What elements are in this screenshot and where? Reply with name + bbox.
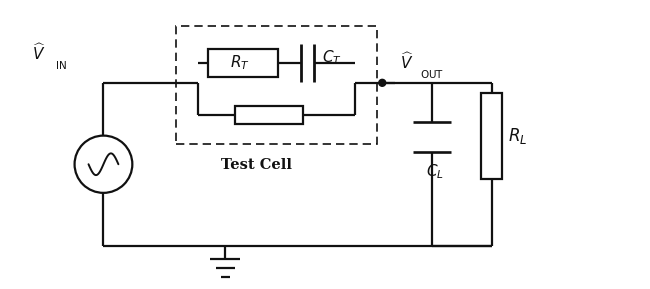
Text: $\widehat{V}$: $\widehat{V}$ bbox=[400, 51, 413, 72]
Circle shape bbox=[379, 79, 385, 86]
Text: $\mathrm{OUT}$: $\mathrm{OUT}$ bbox=[420, 68, 444, 80]
Text: $C_L$: $C_L$ bbox=[426, 163, 443, 181]
Text: $C_T$: $C_T$ bbox=[322, 48, 341, 66]
Text: $\widehat{V}$: $\widehat{V}$ bbox=[32, 43, 46, 63]
Text: $\mathrm{IN}$: $\mathrm{IN}$ bbox=[55, 60, 67, 71]
Bar bbox=[176, 26, 377, 144]
Bar bbox=[208, 49, 278, 77]
Text: $R_L$: $R_L$ bbox=[508, 126, 528, 146]
Text: Test Cell: Test Cell bbox=[221, 158, 292, 172]
Text: $R_T$: $R_T$ bbox=[231, 54, 250, 73]
Bar bbox=[235, 105, 303, 124]
Bar bbox=[482, 93, 502, 179]
